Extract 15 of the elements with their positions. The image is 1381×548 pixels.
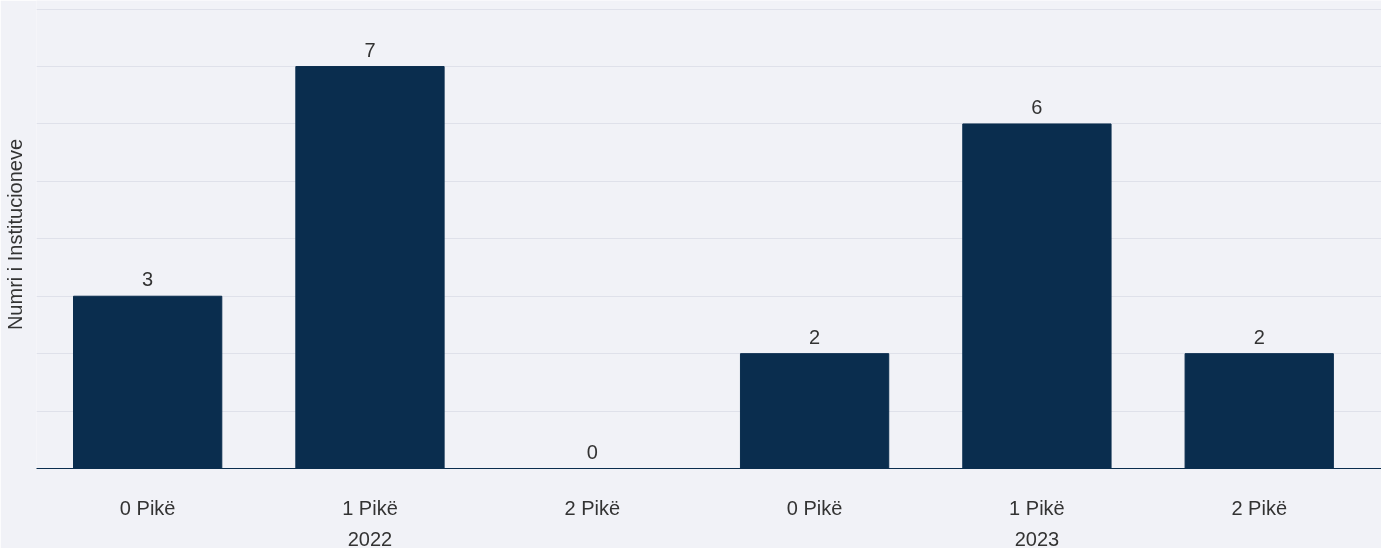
x-tick-label: 0 Pikë [786,496,843,519]
x-tick-label: 1 Pikë [342,496,398,519]
y-axis-title: Numri i Institucioneve [3,138,26,331]
data-label: 3 [142,268,154,291]
x-tick-label: 2 Pikë [1231,496,1288,519]
data-label: 6 [1031,95,1043,118]
x-tick-label: 0 Pikë [119,496,176,519]
x-tick-label: 1 Pikë [1009,496,1065,519]
text: 2022 [347,527,393,548]
data-label: 2 [809,325,821,348]
data-label: 2 [1253,325,1265,348]
data-label: 7 [364,38,376,61]
x-tick-label: 2 Pikë [564,496,621,519]
data-label: 0 [586,440,598,463]
text: 2023 [1014,527,1060,548]
